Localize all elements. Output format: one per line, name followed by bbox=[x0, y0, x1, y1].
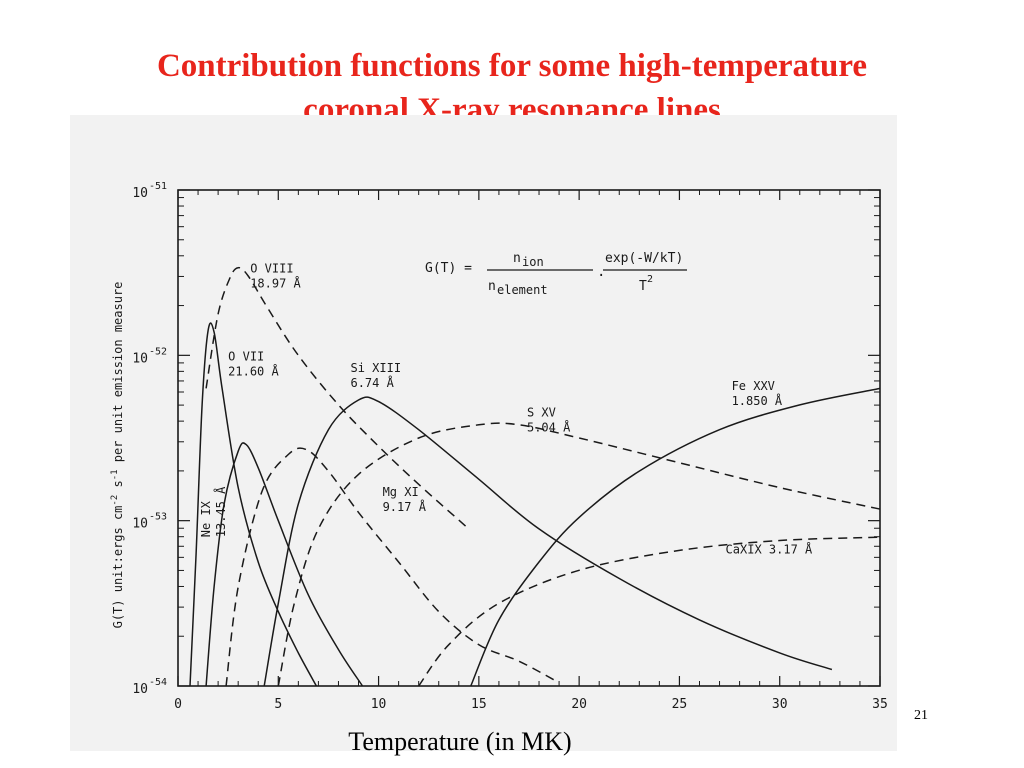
y-tick-label--51: 10 bbox=[132, 186, 148, 201]
y-tick-exponent--53: -53 bbox=[149, 512, 167, 523]
series-1-line bbox=[189, 322, 318, 687]
chart-y-axis-label: G(T) unit:ergs cm-2 s-1 per unit emissio… bbox=[110, 282, 125, 629]
y-axis-label-part-1: -2 bbox=[110, 495, 120, 506]
series-6-label-line-2: 1.850 Å bbox=[732, 393, 783, 408]
slide-title: Contribution functions for some high-tem… bbox=[0, 44, 1024, 132]
y-tick-label--53: 10 bbox=[132, 517, 148, 532]
y-tick-exponent--52: -52 bbox=[149, 346, 167, 357]
scanned-figure: 0 5 10 15 20 25 30 35 10 -51 10 -52 10 -53 10 -54 O VII… bbox=[70, 115, 897, 751]
series-7-line bbox=[418, 536, 881, 687]
series-5-line bbox=[277, 422, 881, 687]
series-7-label-line-1: CaXIX 3.17 Å bbox=[726, 542, 813, 557]
y-tick-exponent--54: -54 bbox=[149, 677, 167, 688]
series-2-label: Ne IX 13.45 Å bbox=[199, 486, 228, 537]
x-tick-label-10: 10 bbox=[371, 697, 387, 712]
series-7-label: CaXIX 3.17 Å bbox=[726, 542, 813, 557]
series-0-label-line-1: O VIII bbox=[250, 262, 293, 276]
y-axis-label-part-0: G(T) unit:ergs cm bbox=[111, 506, 125, 629]
formula-dot: . bbox=[597, 264, 605, 280]
x-tick-label-25: 25 bbox=[672, 697, 688, 712]
x-tick-label-0: 0 bbox=[174, 697, 182, 712]
formula-den2: T bbox=[639, 279, 647, 294]
x-tick-label-20: 20 bbox=[571, 697, 587, 712]
formula-den1-sub: element bbox=[497, 283, 548, 297]
y-axis-label-part-2: s bbox=[111, 480, 125, 494]
x-tick-label-15: 15 bbox=[471, 697, 487, 712]
series-5-label-line-1: S XV bbox=[527, 406, 556, 420]
series-4-line bbox=[263, 396, 833, 687]
y-tick-label--52: 10 bbox=[132, 351, 148, 366]
series-4-label-line-2: 6.74 Å bbox=[350, 375, 394, 390]
series-5-label-line-2: 5.04 Å bbox=[527, 420, 571, 435]
series-3-line bbox=[225, 447, 560, 687]
y-axis-label-text: G(T) unit:ergs cm-2 s-1 per unit emissio… bbox=[110, 282, 125, 629]
series-2-label-line-2: 13.45 Å bbox=[213, 486, 228, 537]
x-tick-label-30: 30 bbox=[772, 697, 788, 712]
series-3-label: Mg XI9.17 Å bbox=[383, 485, 427, 514]
page-number: 21 bbox=[914, 708, 928, 723]
y-tick-label--54: 10 bbox=[132, 682, 148, 697]
formula-den1: n bbox=[488, 279, 496, 294]
formula-num1-sub: ion bbox=[522, 255, 544, 269]
series-1-label-line-2: 21.60 Å bbox=[228, 363, 279, 378]
formula-lhs: G(T) = bbox=[425, 261, 472, 276]
series-5-label: S XV5.04 Å bbox=[527, 406, 571, 435]
series-2-label-line-1: Ne IX bbox=[199, 500, 213, 537]
series-6-line bbox=[470, 387, 881, 687]
series-0-line bbox=[205, 266, 470, 530]
series-3-label-line-1: Mg XI bbox=[383, 485, 419, 499]
y-axis-label-part-3: -1 bbox=[110, 469, 120, 480]
series-2-line bbox=[205, 442, 364, 687]
series-6-label-line-1: Fe XXV bbox=[732, 379, 775, 393]
series-3-label-line-2: 9.17 Å bbox=[383, 499, 427, 514]
slide-title-line-1: Contribution functions for some high-tem… bbox=[156, 48, 868, 84]
y-axis-label-part-4: per unit emission measure bbox=[111, 282, 125, 470]
series-0-label-line-2: 18.97 Å bbox=[250, 276, 301, 291]
plot-frame bbox=[177, 189, 881, 687]
x-tick-label-5: 5 bbox=[274, 697, 282, 712]
y-tick-exponent--51: -51 bbox=[149, 181, 167, 192]
series-4-label-line-1: Si XIII bbox=[350, 361, 401, 375]
x-axis-caption: Temperature (in MK) bbox=[348, 727, 572, 756]
formula-num2: exp(-W/kT) bbox=[605, 251, 683, 266]
chart-curves bbox=[189, 266, 881, 687]
x-tick-label-35: 35 bbox=[872, 697, 888, 712]
formula-num1: n bbox=[513, 251, 521, 266]
series-1-label-line-1: O VII bbox=[228, 349, 264, 363]
formula-den2-sup: 2 bbox=[647, 274, 653, 285]
